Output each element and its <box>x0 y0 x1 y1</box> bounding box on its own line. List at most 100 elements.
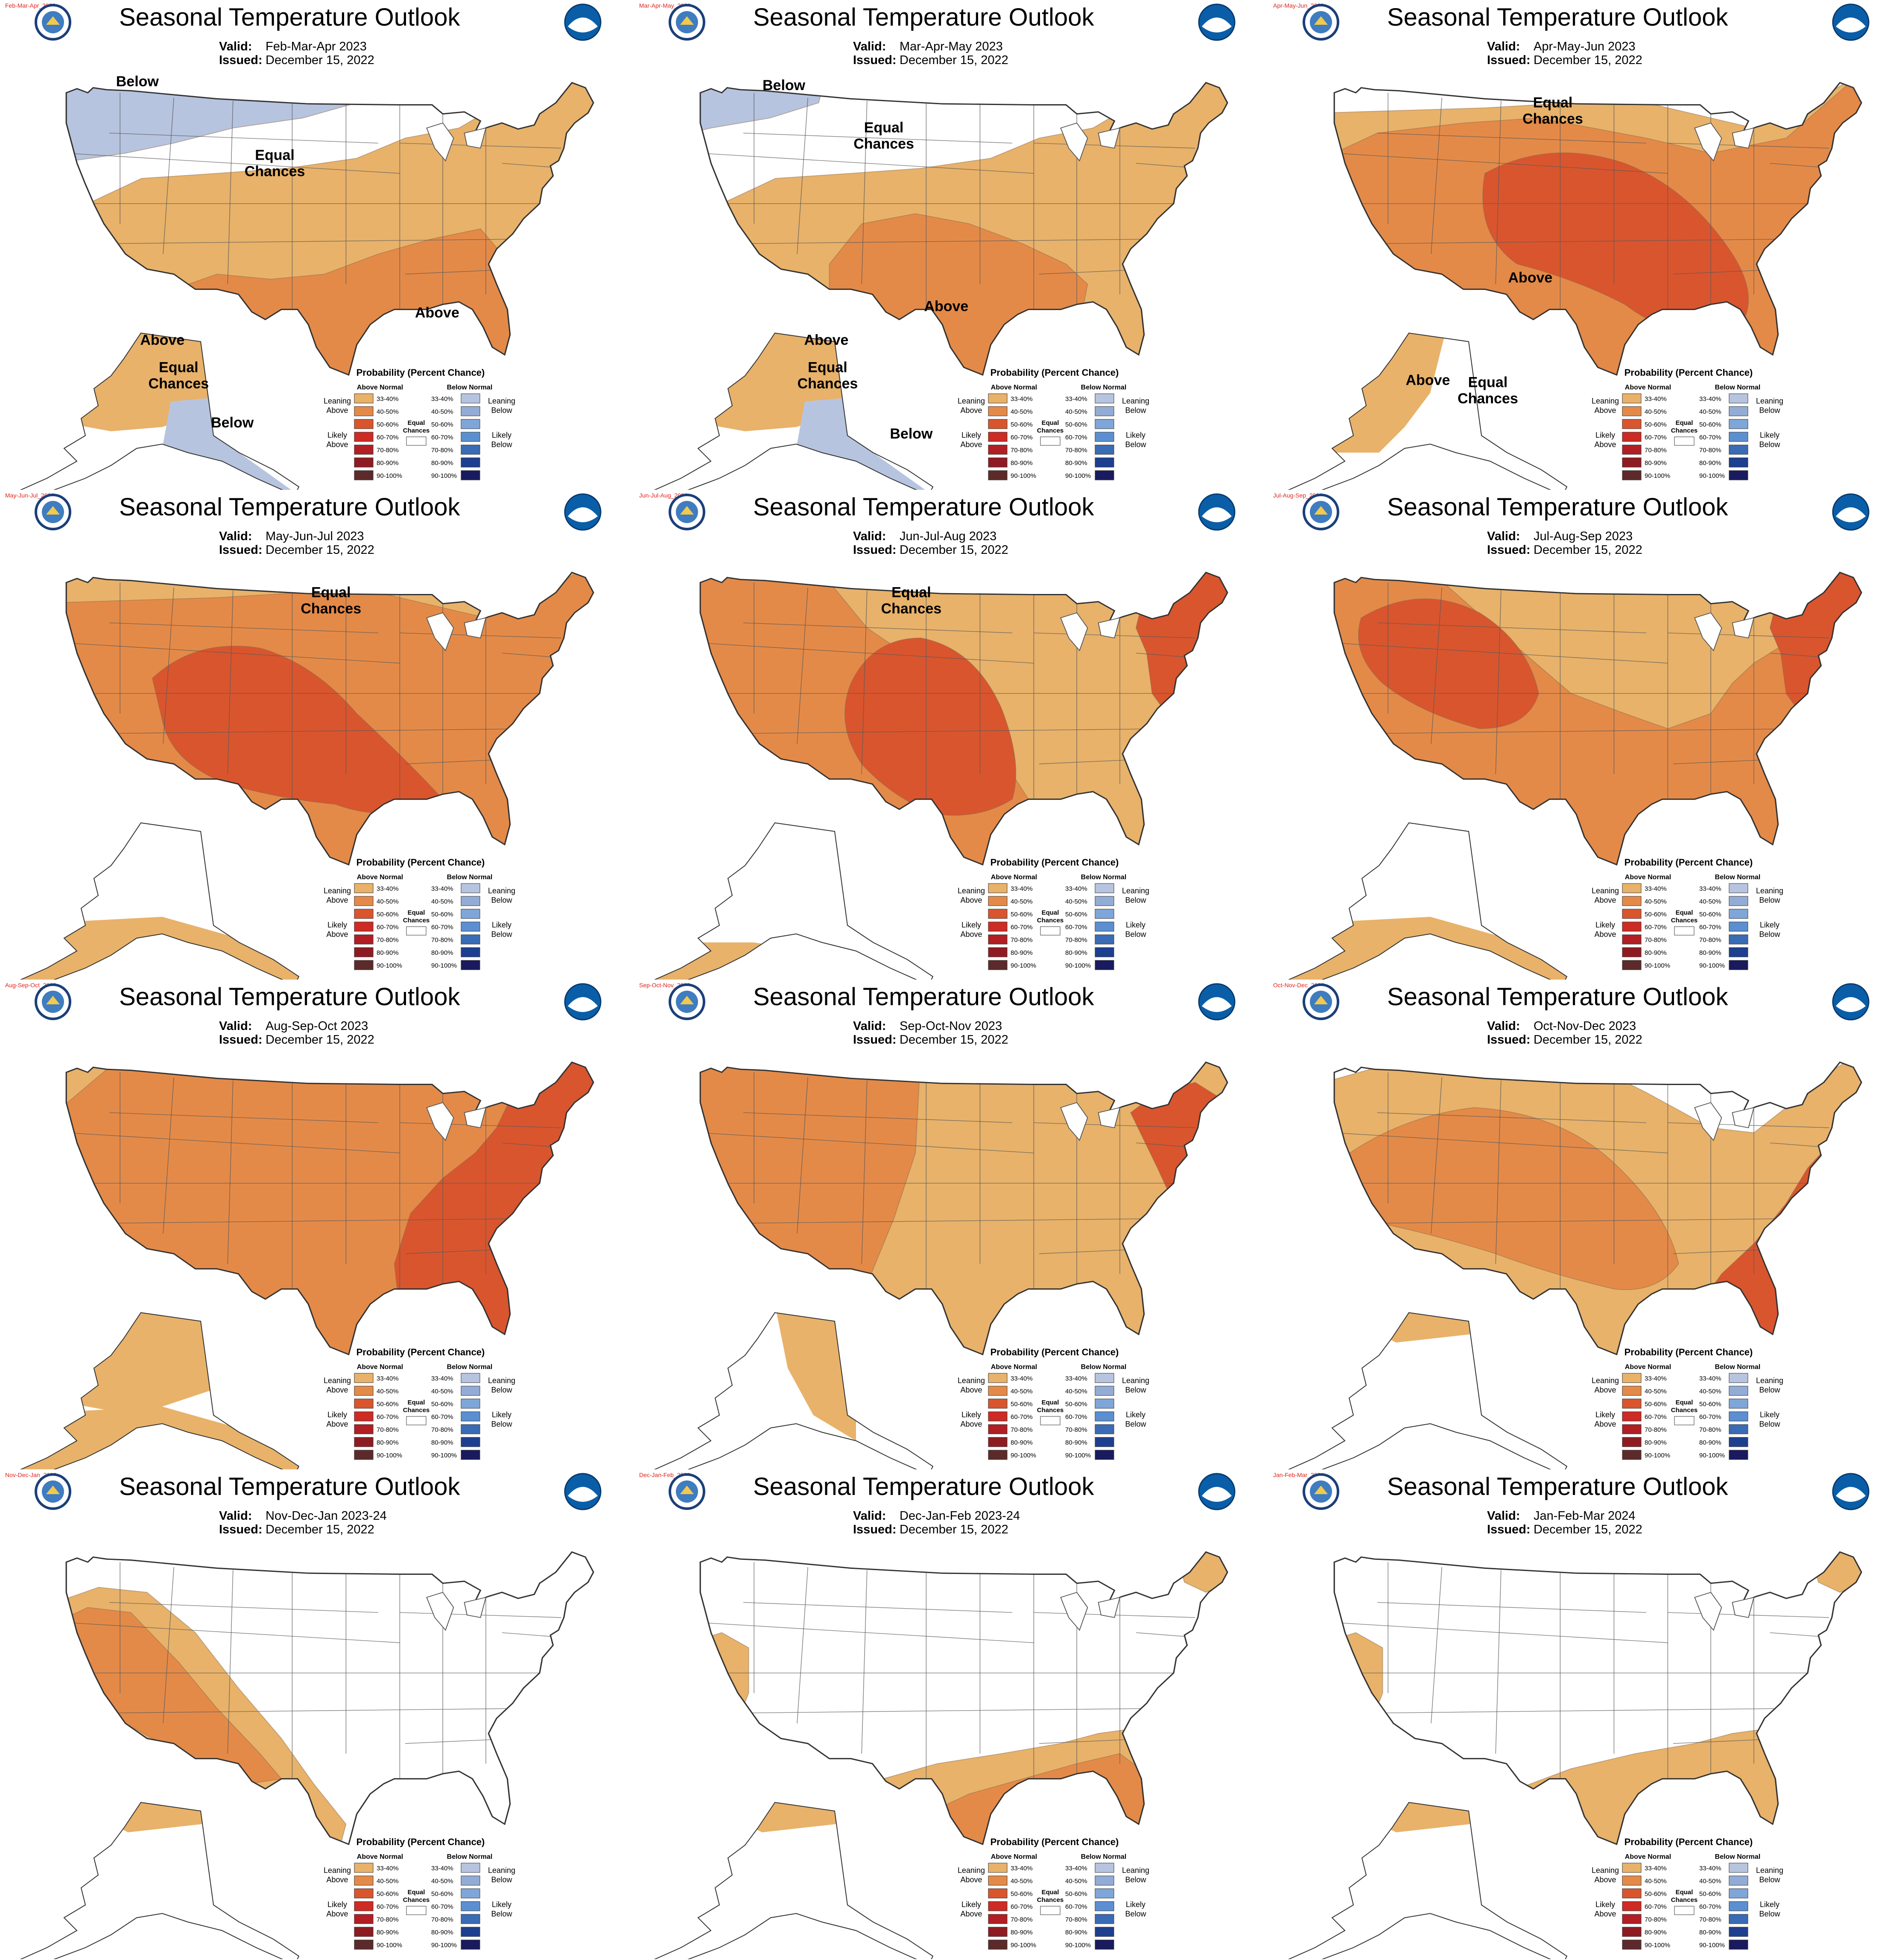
legend-swatch-above <box>988 1373 1008 1383</box>
legend-swatch-above <box>1622 1398 1642 1409</box>
legend-bin-below: 90-100% <box>431 962 457 969</box>
legend-bin-above: 50-60% <box>377 911 399 918</box>
commerce-seal-icon <box>35 1473 71 1510</box>
conus-below-label: Below <box>763 77 806 94</box>
legend-leaning-above: Above <box>1594 406 1616 415</box>
legend-title: Probability (Percent Chance) <box>356 367 485 378</box>
great-lakes <box>1732 1107 1755 1129</box>
legend-bin-below: 70-80% <box>1699 1426 1721 1433</box>
legend-swatch-above <box>1622 909 1642 919</box>
legend-bin-below: 50-60% <box>431 1890 453 1898</box>
legend-title: Probability (Percent Chance) <box>356 1347 485 1357</box>
legend-swatch-above <box>1622 1450 1642 1460</box>
legend-bin-below: 60-70% <box>431 434 453 441</box>
legend-swatch-equal <box>406 926 427 936</box>
legend-leaning-above: Above <box>326 1875 348 1884</box>
legend-likely-below: Likely <box>492 1900 511 1909</box>
legend-swatch-above <box>1622 1888 1642 1899</box>
legend-swatch-below <box>461 1424 480 1434</box>
legend-bin-above: 70-80% <box>1011 447 1033 454</box>
legend-swatch-above <box>354 1927 374 1937</box>
state-boundary <box>700 153 1034 174</box>
legend: Probability (Percent Chance) Above Normal… <box>958 1837 1149 1950</box>
legend-equal: Equal <box>1676 909 1693 916</box>
legend-bin-below: 50-60% <box>1065 1401 1087 1408</box>
legend-above-header: Above Normal <box>991 1853 1037 1861</box>
legend-above-header: Above Normal <box>991 384 1037 391</box>
legend-swatch-below <box>1095 921 1114 932</box>
great-lakes <box>1060 612 1088 652</box>
outlook-panel: Feb-Mar-Apr_2023 Seasonal Temperature Out… <box>0 0 634 490</box>
outlook-panel: Jan-Feb-Mar_2024 Seasonal Temperature Out… <box>1268 1469 1902 1959</box>
panel-svg: Oct-Nov-Dec_2023 Seasonal Temperature Out… <box>1273 982 1870 1469</box>
conus-equal-label: Chances <box>881 600 942 617</box>
legend-bin-above: 33-40% <box>377 395 399 403</box>
legend-bin-above: 40-50% <box>377 408 399 415</box>
legend-swatch-above <box>1622 1386 1642 1396</box>
legend-bin-above: 80-90% <box>1011 459 1033 467</box>
legend-bin-above: 33-40% <box>377 885 399 892</box>
legend-leaning-below: Leaning <box>1122 886 1149 895</box>
legend-leaning-above: Above <box>1594 1875 1616 1884</box>
legend-swatch-above <box>1622 1424 1642 1434</box>
legend-swatch-below <box>461 921 480 932</box>
great-lakes <box>1098 617 1121 639</box>
issued-label: Issued: <box>1487 1033 1531 1047</box>
legend-swatch-below <box>1095 1901 1114 1911</box>
issued-date: December 15, 2022 <box>900 543 1008 557</box>
legend-likely-below: Likely <box>1760 921 1779 929</box>
legend-likely-below: Likely <box>1760 1410 1779 1419</box>
legend-likely-above: Likely <box>1595 921 1615 929</box>
legend-equal: Chances <box>1671 917 1698 924</box>
legend-bin-above: 70-80% <box>1645 1916 1667 1923</box>
legend-bin-above: 50-60% <box>1011 421 1033 428</box>
legend-swatch-below <box>1729 947 1748 957</box>
alaska-above-label: Above <box>1405 372 1450 388</box>
legend-swatch-above <box>988 1914 1008 1924</box>
legend-above-header: Above Normal <box>357 874 403 881</box>
great-lakes <box>1098 1107 1121 1129</box>
legend-bin-above: 33-40% <box>377 1375 399 1382</box>
valid-period: May-Jun-Jul 2023 <box>266 529 364 543</box>
legend-bin-above: 60-70% <box>377 924 399 931</box>
legend-bin-above: 33-40% <box>1645 1865 1667 1872</box>
legend-bin-below: 80-90% <box>1065 459 1087 467</box>
legend-bin-above: 50-60% <box>1645 421 1667 428</box>
issued-label: Issued: <box>1487 53 1531 67</box>
legend-swatch-above <box>988 419 1008 429</box>
legend: Probability (Percent Chance) Above Normal… <box>958 857 1149 970</box>
legend-bin-above: 80-90% <box>377 949 399 957</box>
legend-likely-above: Above <box>960 930 982 939</box>
legend-swatch-below <box>461 1450 480 1460</box>
conus-equal-label: Chances <box>301 600 361 617</box>
legend: Probability (Percent Chance) Above Normal… <box>324 857 515 970</box>
state-boundary <box>109 622 379 633</box>
panel-svg: Feb-Mar-Apr_2023 Seasonal Temperature Out… <box>5 2 602 490</box>
legend-bin-below: 90-100% <box>1065 1452 1091 1459</box>
high-above-region <box>1358 598 1539 729</box>
issued-date: December 15, 2022 <box>900 1523 1008 1536</box>
legend-leaning-below: Leaning <box>1756 1376 1783 1385</box>
alaska-equal-label: Chances <box>1458 391 1518 407</box>
panel-title: Seasonal Temperature Outlook <box>119 983 461 1011</box>
legend-swatch-below <box>1095 1424 1114 1434</box>
alaska-equal-label: Equal <box>1468 374 1508 391</box>
legend-swatch-above <box>988 1875 1008 1886</box>
legend-swatch-above <box>1622 947 1642 957</box>
legend-bin-below: 90-100% <box>1699 962 1725 969</box>
alaska-outline <box>654 332 934 490</box>
great-lakes <box>464 617 487 639</box>
noaa-logo-icon <box>564 983 602 1021</box>
legend-swatch-below <box>461 934 480 945</box>
legend-bin-above: 50-60% <box>1011 911 1033 918</box>
legend-leaning-above: Leaning <box>958 1376 985 1385</box>
state-boundary <box>66 1622 400 1643</box>
legend-bin-above: 70-80% <box>1011 1426 1033 1433</box>
state-boundary <box>1356 1218 1808 1224</box>
legend-bin-above: 90-100% <box>1011 962 1036 969</box>
legend-swatch-below <box>461 393 480 404</box>
legend-swatch-equal <box>1040 1416 1061 1425</box>
issued-label: Issued: <box>1487 1523 1531 1536</box>
legend-equal: Equal <box>1676 1889 1693 1896</box>
legend-swatch-below <box>461 960 480 970</box>
